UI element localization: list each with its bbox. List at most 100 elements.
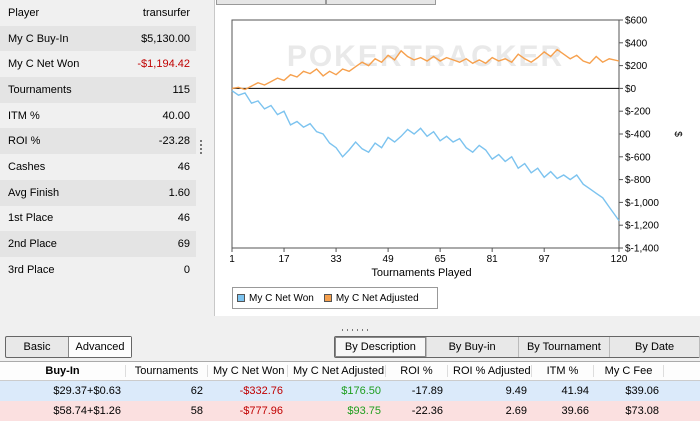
x-tick-label: 1: [229, 254, 235, 265]
column-header-roi[interactable]: ROI %: [386, 365, 448, 377]
y-tick-label: $0: [625, 84, 637, 95]
x-tick-label: 120: [611, 254, 628, 265]
x-tick-label: 33: [331, 254, 343, 265]
x-tick-label: 81: [487, 254, 499, 265]
cell-fee: $39.06: [625, 385, 659, 397]
advanced-button[interactable]: Advanced: [68, 337, 131, 357]
table-row[interactable]: $29.37+$0.63 62 -$332.76 $176.50 -17.89 …: [0, 381, 700, 401]
stat-label: Avg Finish: [8, 186, 60, 199]
stat-label: My C Buy-In: [8, 32, 69, 45]
results-table: Buy-In Tournaments My C Net Won My C Net…: [0, 361, 700, 421]
stat-value: 1.60: [168, 186, 190, 199]
cell-tournaments: 62: [190, 385, 203, 397]
column-header-buyin[interactable]: Buy-In: [0, 365, 126, 377]
series-line-net-adjusted: [231, 48, 620, 91]
y-tick-label: $-1,400: [625, 244, 659, 255]
vertical-splitter-handle[interactable]: [199, 138, 203, 158]
cell-roi-adjusted: 9.49: [505, 385, 527, 397]
column-header-net-won[interactable]: My C Net Won: [208, 365, 288, 377]
cell-buyin: $29.37+$0.63: [53, 385, 121, 397]
chart-tab-2[interactable]: [326, 0, 436, 5]
stat-value: 115: [172, 83, 190, 96]
x-axis-label: Tournaments Played: [371, 267, 471, 279]
stats-panel: Player transurfer My C Buy-In $5,130.00 …: [0, 0, 196, 283]
cell-tournaments: 58: [190, 405, 203, 417]
stat-row-1st-place: 1st Place 46: [0, 206, 196, 232]
column-header-tournaments[interactable]: Tournaments: [126, 365, 208, 377]
stats-header-row: Player transurfer: [0, 0, 196, 26]
x-tick-label: 97: [539, 254, 551, 265]
player-name: transurfer: [142, 6, 190, 19]
chart-legend: My C Net Won My C Net Adjusted: [232, 287, 438, 309]
stat-row-2nd-place: 2nd Place 69: [0, 231, 196, 257]
stat-row-itm: ITM % 40.00: [0, 103, 196, 129]
chart-tab-1[interactable]: [216, 0, 326, 5]
stat-row-roi: ROI % -23.28: [0, 128, 196, 155]
stat-label: ITM %: [8, 109, 40, 122]
stat-row-avg-finish: Avg Finish 1.60: [0, 179, 196, 206]
cell-roi-adjusted: 2.69: [505, 405, 527, 417]
legend-label: My C Net Adjusted: [335, 292, 419, 304]
stat-row-tournaments: Tournaments 115: [0, 77, 196, 103]
tab-by-description[interactable]: By Description: [335, 337, 427, 357]
horizontal-splitter-handle[interactable]: [340, 328, 370, 332]
tab-by-tournament[interactable]: By Tournament: [519, 337, 611, 357]
stat-row-net-won: My C Net Won -$1,194.42: [0, 51, 196, 77]
cell-itm: 41.94: [561, 385, 589, 397]
cell-net-adjusted: $176.50: [341, 385, 381, 397]
cell-itm: 39.66: [561, 405, 589, 417]
stat-value: -$1,194.42: [137, 58, 190, 71]
x-tick-label: 17: [278, 254, 290, 265]
y-axis-label: $: [672, 131, 683, 137]
stat-value: 0: [183, 263, 190, 276]
stat-row-buyin: My C Buy-In $5,130.00: [0, 25, 196, 52]
table-row[interactable]: $58.74+$1.26 58 -$777.96 $93.75 -22.36 2…: [0, 401, 700, 421]
stat-value: 46: [177, 160, 190, 173]
column-header-itm[interactable]: ITM %: [532, 365, 594, 377]
stat-label: ROI %: [8, 135, 41, 148]
column-header-roi-adjusted[interactable]: ROI % Adjusted: [448, 365, 532, 377]
cell-fee: $73.08: [625, 405, 659, 417]
tab-by-buyin[interactable]: By Buy-in: [427, 337, 519, 357]
y-tick-label: $600: [625, 16, 648, 27]
tab-by-date[interactable]: By Date: [610, 337, 700, 357]
column-header-net-adjusted[interactable]: My C Net Adjusted: [288, 365, 386, 377]
stat-label: Cashes: [8, 160, 46, 173]
view-tabs: By Description By Buy-in By Tournament B…: [334, 336, 700, 358]
y-tick-label: $-400: [625, 130, 651, 141]
profit-graph: POKERTRACKER$600$400$200$0$-200$-400$-60…: [229, 16, 683, 280]
legend-swatch-net-adjusted: [323, 294, 332, 302]
y-tick-label: $-600: [625, 152, 651, 163]
y-tick-label: $-800: [625, 175, 651, 186]
stat-value: 46: [177, 212, 190, 225]
basic-button[interactable]: Basic: [23, 341, 51, 353]
series-line-net-won: [231, 90, 620, 222]
stats-header-label: Player: [8, 6, 40, 19]
cell-roi: -22.36: [411, 405, 443, 417]
cell-net-adjusted: $93.75: [347, 405, 381, 417]
y-tick-label: $-1,000: [625, 198, 659, 209]
stat-row-cashes: Cashes 46: [0, 154, 196, 180]
stat-row-3rd-place: 3rd Place 0: [0, 257, 196, 283]
legend-swatch-net-won: [237, 294, 245, 302]
cell-roi: -17.89: [411, 385, 443, 397]
stat-label: Tournaments: [8, 83, 72, 96]
stat-value: 40.00: [162, 109, 190, 122]
legend-item-net-adjusted: My C Net Adjusted: [323, 292, 419, 304]
cell-net-won: -$332.76: [239, 385, 283, 397]
legend-label: My C Net Won: [249, 292, 314, 304]
stat-value: $5,130.00: [141, 32, 190, 45]
stat-label: 3rd Place: [8, 263, 55, 276]
stat-value: 69: [177, 238, 190, 251]
legend-item-net-won: My C Net Won: [237, 293, 314, 304]
basic-advanced-toggle: Basic Advanced: [5, 336, 132, 358]
stat-value: -23.28: [158, 135, 190, 148]
stat-label: My C Net Won: [8, 58, 80, 71]
column-header-fee[interactable]: My C Fee: [594, 365, 664, 377]
stat-label: 2nd Place: [8, 238, 57, 251]
cell-buyin: $58.74+$1.26: [53, 405, 121, 417]
cell-net-won: -$777.96: [239, 405, 283, 417]
x-tick-label: 49: [383, 254, 395, 265]
x-tick-label: 65: [435, 254, 447, 265]
